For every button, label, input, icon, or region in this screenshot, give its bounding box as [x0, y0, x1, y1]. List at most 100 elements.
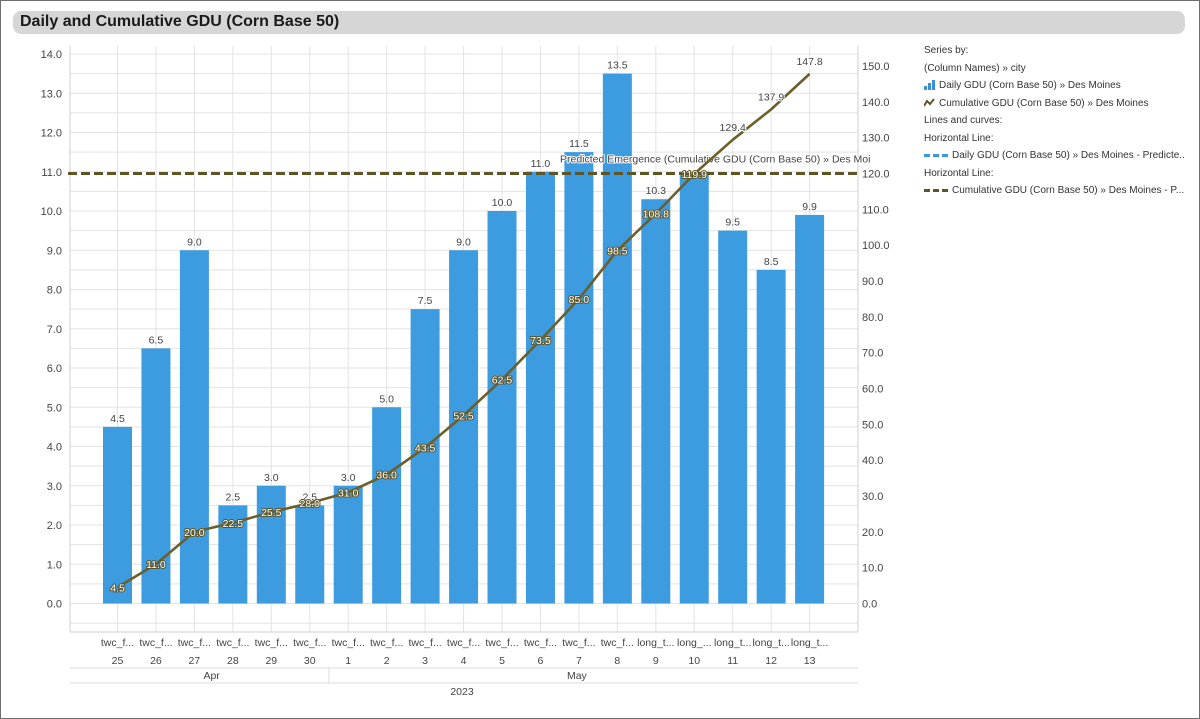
bar[interactable] — [602, 73, 632, 604]
x-tick-label-day: 8 — [614, 655, 620, 667]
x-tick-label-day: 6 — [538, 655, 544, 667]
bar-data-label: 13.5 — [607, 60, 628, 72]
x-tick-label: twc_f... — [101, 637, 134, 649]
x-tick-label-day: 11 — [727, 655, 738, 667]
bar-data-label: 3.0 — [264, 472, 279, 484]
x-tick-label-day: 1 — [345, 655, 351, 667]
right-axis-tick-label: 90.0 — [862, 276, 883, 288]
x-tick-label: twc_f... — [370, 637, 403, 649]
legend-horizontal-line-heading-2: Horizontal Line: — [924, 167, 994, 179]
right-axis-tick-label: 30.0 — [862, 491, 883, 503]
right-axis-tick-label: 20.0 — [862, 527, 883, 539]
x-tick-label-day: 4 — [461, 655, 467, 667]
legend[interactable]: Series by: (Column Names) » city Daily G… — [924, 42, 1184, 200]
x-tick-label-day: 26 — [150, 655, 162, 667]
chart-title: Daily and Cumulative GDU (Corn Base 50) — [20, 13, 340, 30]
x-tick-label: long_t... — [714, 637, 751, 649]
line-data-label: 20.0 — [184, 527, 205, 539]
x-tick-label: long_t... — [637, 637, 674, 649]
x-tick-label: twc_f... — [562, 637, 595, 649]
bar[interactable] — [718, 230, 748, 604]
bar-data-label: 8.5 — [764, 256, 779, 268]
x-tick-label: twc_f... — [524, 637, 557, 649]
right-axis-tick-label: 60.0 — [862, 384, 883, 396]
line-data-label: 98.5 — [607, 246, 628, 258]
bar[interactable] — [141, 348, 171, 604]
line-data-label: 25.5 — [261, 507, 282, 519]
title-bar: Daily and Cumulative GDU (Corn Base 50) — [13, 11, 1185, 34]
x-tick-label: long_t... — [752, 637, 789, 649]
bar-data-label: 11.0 — [531, 158, 551, 170]
line-chart-icon — [924, 98, 935, 107]
right-axis-tick-label: 140.0 — [862, 97, 890, 109]
line-data-label: 4.5 — [110, 582, 125, 594]
line-data-label: 108.8 — [643, 209, 669, 221]
x-tick-label: twc_f... — [408, 637, 441, 649]
bar[interactable] — [641, 199, 671, 604]
line-data-label: 31.0 — [338, 487, 359, 499]
bar-data-label: 9.5 — [725, 217, 740, 229]
legend-column-names[interactable]: (Column Names) » city — [924, 62, 1026, 74]
bar-data-label: 10.0 — [492, 197, 513, 209]
x-tick-label-day: 9 — [653, 655, 659, 667]
bar-data-label: 6.5 — [149, 334, 164, 346]
bar-data-label: 9.0 — [187, 236, 202, 248]
right-axis-tick-label: 80.0 — [862, 312, 883, 324]
line-data-label: 36.0 — [376, 470, 397, 482]
left-axis-tick-label: 6.0 — [47, 363, 62, 375]
x-tick-label: twc_f... — [447, 637, 480, 649]
line-data-label: 129.4 — [720, 122, 746, 134]
bar-data-label: 10.3 — [646, 185, 667, 197]
x-tick-label: twc_f... — [139, 637, 172, 649]
x-tick-label: long_... — [677, 637, 711, 649]
x-tick-label-day: 27 — [189, 655, 201, 667]
line-data-label: 119.9 — [682, 169, 708, 181]
legend-hline-daily[interactable]: Daily GDU (Corn Base 50) » Des Moines - … — [924, 147, 1184, 165]
x-tick-label-day: 12 — [765, 655, 777, 667]
bar[interactable] — [103, 426, 132, 604]
left-axis-tick-label: 5.0 — [47, 402, 62, 414]
legend-hline-daily-label: Daily GDU (Corn Base 50) » Des Moines - … — [952, 150, 1184, 161]
bar[interactable] — [256, 485, 286, 604]
line-data-label: 43.5 — [415, 443, 436, 455]
left-axis-tick-label: 11.0 — [41, 167, 62, 179]
right-axis-tick-label: 40.0 — [862, 455, 883, 467]
x-tick-label: twc_f... — [178, 637, 211, 649]
x-tick-label: twc_f... — [293, 637, 326, 649]
bar[interactable] — [487, 211, 517, 604]
line-data-label: 147.8 — [796, 56, 822, 68]
bar[interactable] — [525, 171, 555, 604]
bar[interactable] — [564, 152, 594, 604]
legend-hline-cumulative[interactable]: Cumulative GDU (Corn Base 50) » Des Moin… — [924, 182, 1184, 200]
bar-data-label: 11.5 — [569, 138, 589, 150]
legend-item-cumulative-gdu[interactable]: Cumulative GDU (Corn Base 50) » Des Moin… — [924, 95, 1184, 113]
legend-hline-cumulative-label: Cumulative GDU (Corn Base 50) » Des Moin… — [952, 185, 1184, 196]
bar[interactable] — [449, 250, 479, 604]
bar[interactable] — [795, 214, 825, 604]
left-axis-tick-label: 13.0 — [41, 88, 62, 100]
x-tick-label-day: 3 — [422, 655, 428, 667]
bar[interactable] — [410, 309, 440, 604]
bar-data-label: 4.5 — [110, 413, 125, 425]
x-tick-label-day: 30 — [304, 655, 316, 667]
bar[interactable] — [679, 171, 709, 604]
x-tick-label: twc_f... — [601, 637, 634, 649]
bar[interactable] — [295, 505, 325, 604]
bar[interactable] — [372, 407, 402, 604]
bar[interactable] — [179, 250, 209, 604]
legend-series-by: Series by: — [924, 45, 969, 56]
x-tick-label: long_t... — [791, 637, 828, 649]
right-axis-tick-label: 100.0 — [862, 240, 890, 252]
bar[interactable] — [333, 485, 363, 604]
right-axis-tick-label: 10.0 — [862, 563, 883, 575]
left-axis-tick-label: 10.0 — [41, 206, 62, 218]
bar-data-label: 3.0 — [341, 472, 356, 484]
year-label: 2023 — [450, 686, 474, 698]
bar[interactable] — [756, 269, 786, 604]
bar-data-label: 9.9 — [802, 201, 817, 213]
x-tick-label-day: 29 — [265, 655, 277, 667]
cumulative-line[interactable] — [116, 72, 811, 589]
x-tick-label-day: 10 — [688, 655, 700, 667]
legend-item-daily-gdu[interactable]: Daily GDU (Corn Base 50) » Des Moines — [924, 77, 1184, 95]
